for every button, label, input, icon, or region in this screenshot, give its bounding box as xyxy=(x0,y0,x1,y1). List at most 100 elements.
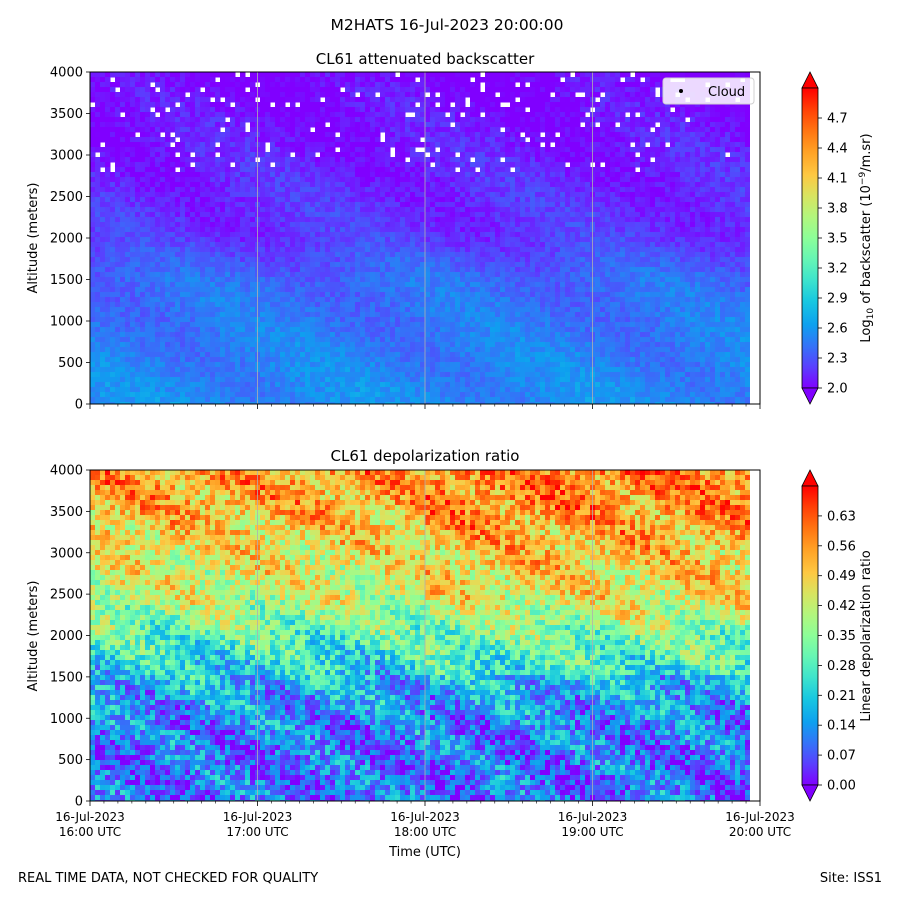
heatmap-cell xyxy=(680,182,686,188)
heatmap-cell xyxy=(280,132,286,138)
heatmap-cell xyxy=(535,92,541,98)
heatmap-cell xyxy=(385,202,391,208)
heatmap-cell xyxy=(315,177,321,183)
heatmap-cell xyxy=(700,257,706,263)
heatmap-cell xyxy=(650,242,656,248)
heatmap-cell xyxy=(505,237,511,243)
heatmap-cell xyxy=(710,207,716,213)
heatmap-cell xyxy=(110,247,116,253)
heatmap-cell xyxy=(300,162,306,168)
heatmap-cell xyxy=(630,127,636,133)
heatmap-cell xyxy=(675,257,681,263)
heatmap-cell xyxy=(575,127,581,133)
heatmap-cell xyxy=(600,202,606,208)
heatmap-cell xyxy=(370,82,376,88)
heatmap-cell xyxy=(230,72,236,78)
heatmap-cell xyxy=(510,107,516,113)
heatmap-cell xyxy=(565,187,571,193)
heatmap-cell xyxy=(310,117,316,123)
heatmap-cell xyxy=(350,212,356,218)
heatmap-cell xyxy=(740,227,746,233)
heatmap-cell xyxy=(365,177,371,183)
heatmap-cell xyxy=(595,237,601,243)
heatmap-cell xyxy=(310,212,316,218)
heatmap-cell xyxy=(450,262,456,268)
heatmap-cell xyxy=(280,227,286,233)
heatmap-cell xyxy=(665,132,671,138)
heatmap-cell xyxy=(230,192,236,198)
heatmap-cell xyxy=(225,102,231,108)
heatmap-cell xyxy=(295,192,301,198)
heatmap-cell xyxy=(560,82,566,88)
heatmap-cell xyxy=(305,152,311,158)
heatmap-cell xyxy=(320,177,326,183)
heatmap-cell xyxy=(570,167,576,173)
heatmap-cell xyxy=(300,237,306,243)
heatmap-cell xyxy=(530,82,536,88)
heatmap-cell xyxy=(155,227,161,233)
heatmap-cell xyxy=(540,262,546,268)
heatmap-cell xyxy=(250,252,256,258)
heatmap-cell xyxy=(390,132,396,138)
heatmap-cell xyxy=(375,202,381,208)
heatmap-cell xyxy=(570,192,576,198)
heatmap-cell xyxy=(285,262,291,268)
heatmap-cell xyxy=(645,207,651,213)
heatmap-cell xyxy=(235,197,241,203)
heatmap-cell xyxy=(645,107,651,113)
heatmap-cell xyxy=(570,202,576,208)
heatmap-cell xyxy=(385,187,391,193)
heatmap-cell xyxy=(485,72,491,78)
heatmap-cell xyxy=(90,92,96,98)
heatmap-cell xyxy=(320,72,326,78)
heatmap-cell xyxy=(135,162,141,168)
heatmap-cell xyxy=(100,202,106,208)
heatmap-cell xyxy=(635,107,641,113)
heatmap-cell xyxy=(340,232,346,238)
heatmap-cell xyxy=(290,262,296,268)
heatmap-cell xyxy=(585,87,591,93)
heatmap-cell xyxy=(160,117,166,123)
heatmap-cell xyxy=(525,127,531,133)
heatmap-cell xyxy=(740,157,746,163)
heatmap-cell xyxy=(345,77,351,83)
heatmap-cell xyxy=(285,167,291,173)
heatmap-cell xyxy=(340,237,346,243)
heatmap-cell xyxy=(485,257,491,263)
heatmap-cell xyxy=(435,232,441,238)
heatmap-cell xyxy=(480,152,486,158)
heatmap-cell xyxy=(470,237,476,243)
heatmap-cell xyxy=(715,152,721,158)
heatmap-cell xyxy=(515,107,521,113)
heatmap-cell xyxy=(360,247,366,253)
heatmap-cell xyxy=(195,97,201,103)
heatmap-cell xyxy=(620,222,626,228)
heatmap-cell xyxy=(475,262,481,268)
heatmap-cell xyxy=(735,197,741,203)
heatmap-cell xyxy=(470,97,476,103)
heatmap-cell xyxy=(250,227,256,233)
heatmap-cell xyxy=(565,92,571,98)
heatmap-cell xyxy=(345,157,351,163)
heatmap-cell xyxy=(305,177,311,183)
heatmap-cell xyxy=(690,167,696,173)
heatmap-cell xyxy=(690,232,696,238)
heatmap-cell xyxy=(490,127,496,133)
heatmap-cell xyxy=(470,232,476,238)
heatmap-cell xyxy=(565,112,571,118)
heatmap-cell xyxy=(170,222,176,228)
heatmap-cell xyxy=(225,82,231,88)
heatmap-cell xyxy=(435,87,441,93)
heatmap-cell xyxy=(450,157,456,163)
heatmap-cell xyxy=(310,182,316,188)
heatmap-cell xyxy=(495,207,501,213)
heatmap-cell xyxy=(100,152,106,158)
heatmap-cell xyxy=(630,167,636,173)
heatmap-cell xyxy=(595,167,601,173)
heatmap-cell xyxy=(225,257,231,263)
heatmap-cell xyxy=(180,192,186,198)
heatmap-cell xyxy=(370,107,376,113)
heatmap-cell xyxy=(370,122,376,128)
heatmap-cell xyxy=(320,147,326,153)
heatmap-cell xyxy=(300,217,306,223)
